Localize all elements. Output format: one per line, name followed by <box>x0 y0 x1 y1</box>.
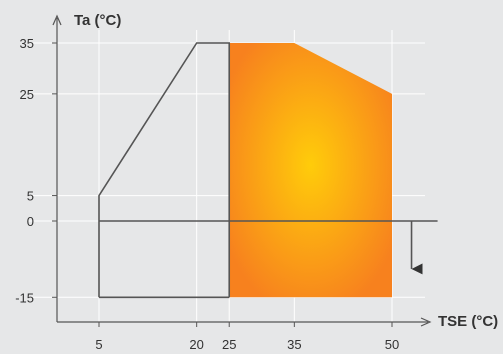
y-tick-label--15: -15 <box>15 290 34 305</box>
x-tick-label-20: 20 <box>189 337 203 352</box>
highlighted-region-layer <box>229 43 392 298</box>
x-tick-label-5: 5 <box>95 337 102 352</box>
y-tick-label-5: 5 <box>27 189 34 204</box>
envelope-outline-layer <box>98 42 438 299</box>
x-axis-title: TSE (°C) <box>438 313 498 330</box>
x-tick-label-50: 50 <box>385 337 399 352</box>
x-tick-label-25: 25 <box>222 337 236 352</box>
y-tick-label-0: 0 <box>27 214 34 229</box>
envelope-outline <box>98 42 231 298</box>
axes <box>52 14 432 327</box>
y-axis-arrow-icon <box>52 14 62 26</box>
y-axis-title: Ta (°C) <box>74 12 121 29</box>
x-axis-arrow-icon <box>420 317 432 327</box>
highlighted-region <box>229 43 392 298</box>
x-tick-label-35: 35 <box>287 337 301 352</box>
y-tick-label-25: 25 <box>20 87 34 102</box>
y-tick-label-35: 35 <box>20 36 34 51</box>
